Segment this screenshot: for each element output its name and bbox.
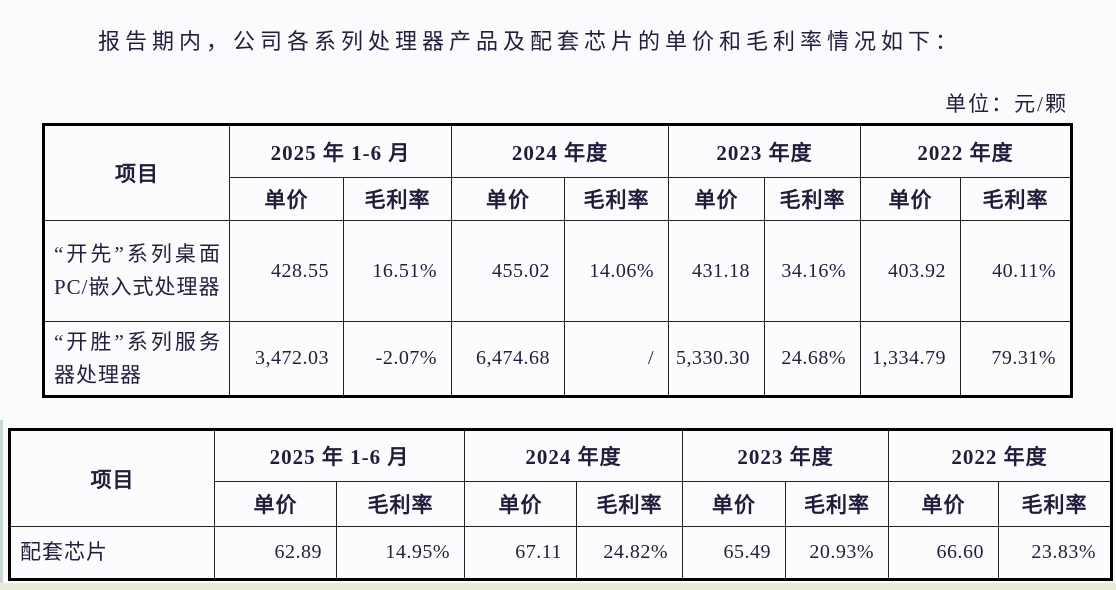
cell-kaixian-margin-2023: 34.16% [764,220,861,322]
cell-chip-margin-2024: 24.82% [576,526,683,580]
cell-kaisheng-margin-2025h1: -2.07% [343,320,452,398]
t2-header-gross-margin-2023: 毛利率 [785,481,889,527]
t2-header-period-2025h1: 2025 年 1-6 月 [214,429,465,482]
cell-chip-price-2025h1: 62.89 [214,526,337,580]
table-row-kaixian-series: “开先”系列桌面 PC/嵌入式处理器 428.55 16.51% 455.02 … [43,220,1072,322]
row-label-kaisheng: “开胜”系列服务器处理器 [43,320,230,398]
table-row-kaisheng-series: “开胜”系列服务器处理器 3,472.03 -2.07% 6,474.68 / … [43,320,1072,398]
cell-chip-margin-2022: 23.83% [998,526,1112,580]
row-label-kaixian: “开先”系列桌面 PC/嵌入式处理器 [43,220,230,322]
t2-header-unit-price-2024: 单价 [464,481,577,527]
t1-header-unit-price-2023: 单价 [668,177,765,221]
cell-kaisheng-price-2025h1: 3,472.03 [229,320,344,398]
t1-header-period-2025h1: 2025 年 1-6 月 [229,124,452,178]
t1-header-period-2022: 2022 年度 [860,124,1072,178]
t2-header-unit-price-2023: 单价 [682,481,786,527]
cell-chip-margin-2023: 20.93% [785,526,889,580]
row-label-supporting-chip: 配套芯片 [9,526,215,580]
cell-chip-price-2024: 67.11 [464,526,577,580]
t1-header-gross-margin-2025h1: 毛利率 [343,177,452,221]
table-row-supporting-chip: 配套芯片 62.89 14.95% 67.11 24.82% 65.49 20.… [9,526,1112,580]
intro-paragraph: 报告期内，公司各系列处理器产品及配套芯片的单价和毛利率情况如下： [98,29,963,54]
cell-kaisheng-price-2024: 6,474.68 [451,320,565,398]
cell-kaixian-margin-2025h1: 16.51% [343,220,452,322]
t2-header-gross-margin-2024: 毛利率 [576,481,683,527]
cell-kaisheng-price-2023: 5,330.30 [668,320,765,398]
cell-kaixian-price-2023: 431.18 [668,220,765,322]
cell-chip-price-2023: 65.49 [682,526,786,580]
cell-kaisheng-margin-2022: 79.31% [960,320,1072,398]
cell-chip-price-2022: 66.60 [888,526,999,580]
t2-header-unit-price-2025h1: 单价 [214,481,337,527]
t2-header-gross-margin-2025h1: 毛利率 [336,481,465,527]
t2-header-gross-margin-2022: 毛利率 [998,481,1112,527]
supporting-chip-price-margin-table: 项目 2025 年 1-6 月 2024 年度 2023 年度 2022 年度 … [8,428,1113,581]
cell-kaixian-margin-2024: 14.06% [564,220,669,322]
cell-kaisheng-margin-2023: 24.68% [764,320,861,398]
t2-header-unit-price-2022: 单价 [888,481,999,527]
cell-kaisheng-price-2022: 1,334.79 [860,320,961,398]
scan-edge-artifact-bottom [0,583,1116,590]
t1-header-unit-price-2022: 单价 [860,177,961,221]
t1-header-unit-price-2024: 单价 [451,177,565,221]
t1-header-unit-price-2025h1: 单价 [229,177,344,221]
cell-kaixian-price-2024: 455.02 [451,220,565,322]
cell-kaixian-margin-2022: 40.11% [960,220,1072,322]
cell-chip-margin-2025h1: 14.95% [336,526,465,580]
cell-kaisheng-margin-2024: / [564,320,669,398]
t2-header-period-2024: 2024 年度 [464,429,683,482]
unit-label: 单位：元/颗 [945,92,1068,116]
scan-edge-artifact-left [0,420,3,590]
t1-header-gross-margin-2022: 毛利率 [960,177,1072,221]
t2-header-period-2023: 2023 年度 [682,429,889,482]
t1-header-period-2023: 2023 年度 [668,124,861,178]
processor-price-margin-table: 项目 2025 年 1-6 月 2024 年度 2023 年度 2022 年度 … [42,123,1073,399]
cell-kaixian-price-2022: 403.92 [860,220,961,322]
t2-header-item: 项目 [9,429,215,527]
t1-header-period-2024: 2024 年度 [451,124,669,178]
t1-header-item: 项目 [43,124,230,221]
t1-header-gross-margin-2023: 毛利率 [764,177,861,221]
cell-kaixian-price-2025h1: 428.55 [229,220,344,322]
t1-header-gross-margin-2024: 毛利率 [564,177,669,221]
t2-header-period-2022: 2022 年度 [888,429,1112,482]
